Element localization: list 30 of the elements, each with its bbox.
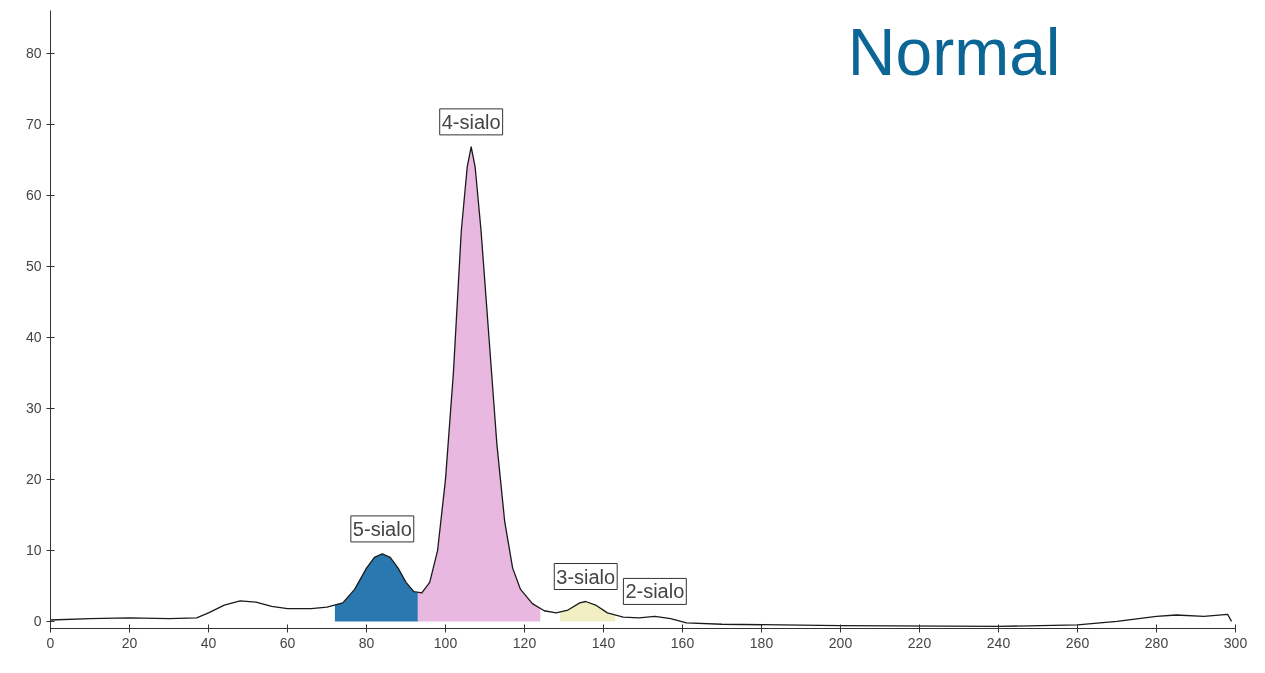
x-tick-label: 260 — [1065, 634, 1090, 651]
x-tick-label: 20 — [121, 634, 138, 651]
x-tick-label: 60 — [279, 634, 296, 651]
x-tick-label: 160 — [670, 634, 695, 651]
x-tick-label: 240 — [986, 634, 1011, 651]
x-tick-label: 40 — [200, 634, 217, 651]
x-tick-label: 280 — [1144, 634, 1169, 651]
x-tick-label: 180 — [749, 634, 774, 651]
y-tick-label: 80 — [25, 45, 42, 62]
x-tick-label: 140 — [591, 634, 616, 651]
y-tick-label: 30 — [25, 400, 42, 417]
x-tick-label: 80 — [358, 634, 375, 651]
x-tick-label: 0 — [46, 634, 55, 651]
annotation: 2-sialo — [625, 580, 685, 603]
y-tick-label: 0 — [33, 613, 42, 630]
chart-title: Normal — [847, 14, 1061, 89]
y-tick-label: 50 — [25, 258, 42, 275]
x-tick-label: 220 — [907, 634, 932, 651]
annotation: 4-sialo — [441, 110, 501, 133]
x-tick-label: 100 — [433, 634, 458, 651]
y-tick-label: 60 — [25, 187, 42, 204]
x-tick-label: 200 — [828, 634, 853, 651]
y-tick-label: 40 — [25, 329, 42, 346]
annotation: 3-sialo — [556, 565, 616, 588]
y-tick-label: 70 — [25, 116, 42, 133]
y-tick-label: 10 — [25, 542, 42, 559]
y-tick-label: 20 — [25, 471, 42, 488]
x-tick-label: 120 — [512, 634, 537, 651]
annotation: 5-sialo — [352, 517, 412, 540]
x-tick-label: 300 — [1223, 634, 1248, 651]
